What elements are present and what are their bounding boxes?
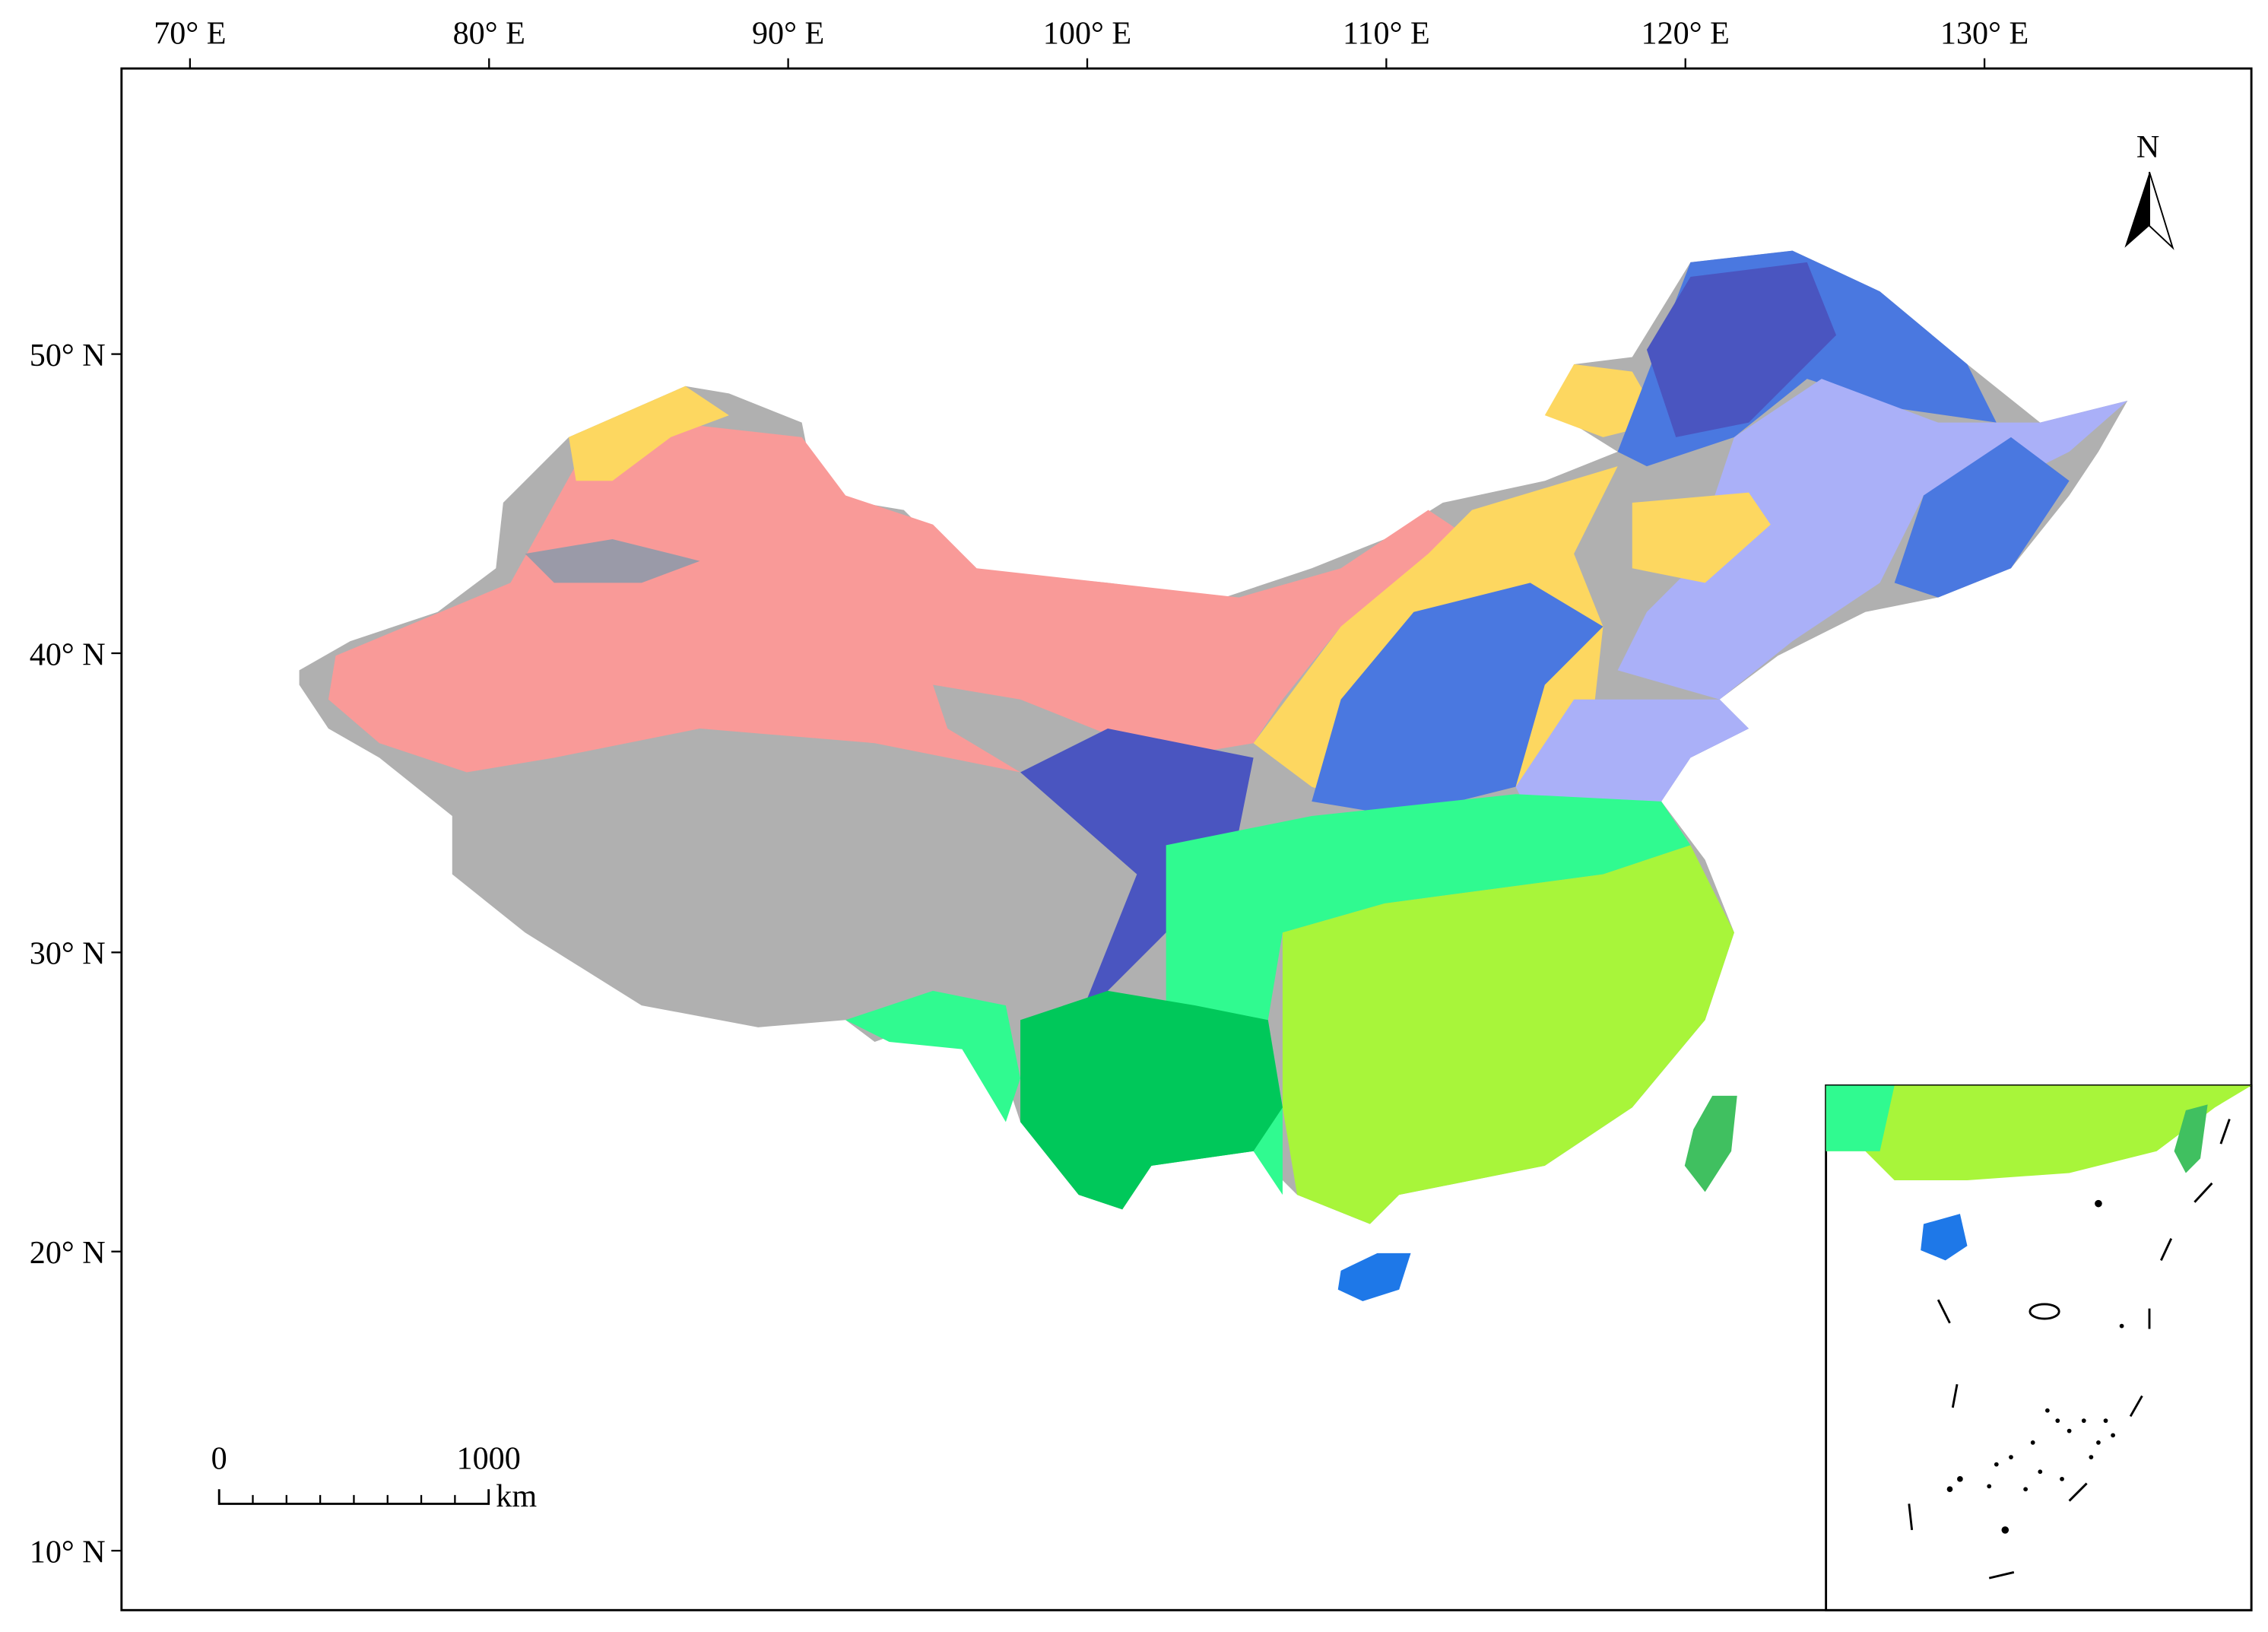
- scale-unit: km: [496, 1478, 537, 1514]
- latitude-label: 20° N: [30, 1235, 106, 1271]
- longitude-label: 120° E: [1642, 15, 1730, 51]
- taiwan: [1684, 1095, 1737, 1192]
- region-southeast: [1282, 845, 1734, 1224]
- inset-boundary-dashes: [1908, 1119, 2231, 1580]
- region-south-tibet: [845, 990, 1021, 1122]
- graticule-labels: 70° E 80° E 90° E 100° E 110° E 120° E 130° E 5…: [30, 15, 2029, 1570]
- inset-taiwan: [2174, 1104, 2208, 1173]
- inset-map: [1825, 1084, 2253, 1611]
- longitude-label: 70° E: [154, 15, 226, 51]
- latitude-label: 40° N: [30, 637, 106, 672]
- longitude-label: 80° E: [453, 15, 525, 51]
- region-north-plain: [1515, 699, 1749, 816]
- longitude-label: 110° E: [1343, 15, 1430, 51]
- region-desert: [328, 422, 1473, 773]
- region-steppe-east: [1632, 492, 1771, 583]
- region-subtropical: [1151, 794, 1691, 1195]
- inset-hainan: [1921, 1214, 1968, 1261]
- north-label: N: [2136, 129, 2159, 165]
- scale-bar: 0 1000 km: [211, 1440, 538, 1514]
- region-yunnan: [1020, 990, 1283, 1210]
- north-arrow: N: [2124, 129, 2174, 250]
- longitude-label: 90° E: [752, 15, 824, 51]
- region-basin: [525, 538, 700, 583]
- latitude-label: 50° N: [30, 338, 106, 373]
- china-regions: [299, 250, 2128, 1302]
- region-loess: [1312, 583, 1603, 816]
- longitude-label: 130° E: [1940, 15, 2029, 51]
- hainan: [1337, 1253, 1411, 1302]
- scale-end-label: 1000: [457, 1440, 521, 1476]
- region-forest-dark: [1646, 262, 1837, 437]
- longitude-label: 100° E: [1043, 15, 1131, 51]
- region-altai: [569, 386, 729, 481]
- latitude-label: 10° N: [30, 1534, 106, 1570]
- scale-start-label: 0: [211, 1440, 227, 1476]
- inset-coast: [1826, 1085, 2252, 1181]
- region-forest-east: [1894, 437, 2070, 598]
- inset-coast-west: [1826, 1085, 1895, 1151]
- inset-islands: [1946, 1199, 2124, 1534]
- latitude-label: 30° N: [30, 936, 106, 972]
